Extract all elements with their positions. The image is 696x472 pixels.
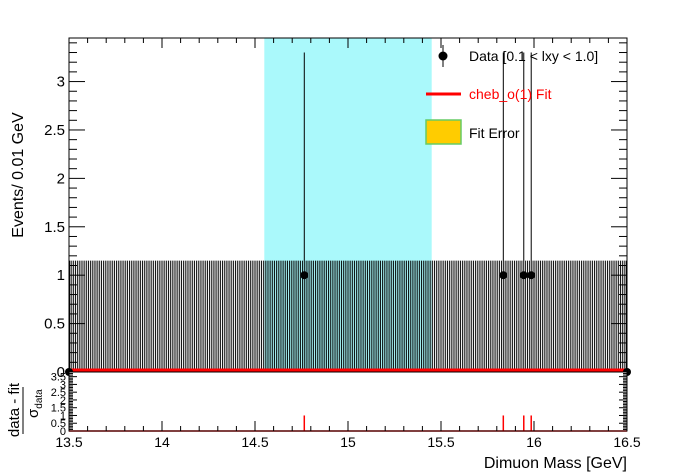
pull-y-axis-label: data - fit σdata: [6, 382, 45, 437]
main-y-axis-label: Events/ 0.01 GeV: [10, 112, 27, 238]
pull-y-tick-label: 2.5: [51, 387, 66, 399]
pull-ylabel-sigma: σ: [25, 408, 42, 418]
main-y-ticks: 0 0.5 1 1.5 2 2.5 3: [44, 42, 627, 381]
main-y-tick-label: 3: [57, 74, 65, 91]
pull-x-tick-label: 14: [154, 434, 170, 450]
pull-x-ticks: 13.5 14 14.5 15 15.5 16 16.5: [55, 421, 641, 450]
pull-x-tick-label: 13.5: [55, 434, 82, 450]
pull-y-ticks: 00.511.522.533.5: [51, 372, 627, 438]
data-series: [300, 52, 536, 372]
data-point: [527, 271, 536, 280]
data-point: [499, 271, 508, 280]
legend-data-label: Data [0.1 < lxy < 1.0]: [469, 48, 598, 64]
main-y-tick-label: 0.5: [44, 316, 65, 333]
pull-y-tick-label: 3.5: [51, 372, 66, 384]
pull-y-tick-label: 3: [60, 379, 66, 391]
pull-y-tick-label: 2: [60, 395, 66, 407]
pull-ylabel-top: data - fit: [6, 382, 23, 437]
data-point: [519, 271, 528, 280]
pull-y-tick-label: 1.5: [51, 403, 66, 415]
legend-entry-fit-error: Fit Error: [425, 119, 520, 145]
pull-x-tick-label: 16: [526, 434, 542, 450]
pull-x-tick-label: 14.5: [241, 434, 268, 450]
excluded-region: [264, 38, 432, 372]
legend-entry-data: Data [0.1 < lxy < 1.0]: [438, 45, 598, 67]
pull-x-tick-label: 15.5: [427, 434, 454, 450]
legend-entry-fit: cheb_o(1) Fit: [426, 86, 552, 102]
main-y-tick-label: 2: [57, 170, 65, 187]
legend-fit-error-label: Fit Error: [469, 125, 520, 141]
pull-y-tick-label: 0.5: [51, 418, 66, 430]
pull-x-tick-label: 16.5: [613, 434, 640, 450]
zero-bin-error-bar-group: [69, 260, 627, 372]
data-point: [300, 271, 309, 280]
x-axis-label: Dimuon Mass [GeV]: [484, 455, 627, 472]
legend-fit-error-swatch: [425, 119, 462, 145]
pull-ylabel-bottom: σdata: [25, 389, 45, 418]
main-y-tick-label: 2.5: [44, 122, 65, 139]
pull-y-tick-label: 0: [60, 426, 66, 438]
pull-y-tick-label: 1: [60, 410, 66, 422]
main-y-tick-label: 1.5: [44, 219, 65, 236]
excluded-region-band: [264, 38, 432, 372]
pull-ylabel-subscript: data: [34, 389, 45, 409]
legend-fit-label: cheb_o(1) Fit: [469, 86, 552, 102]
pull-x-tick-label: 15: [340, 434, 356, 450]
legend-data-marker: [438, 51, 448, 61]
legend: Data [0.1 < lxy < 1.0] cheb_o(1) Fit Fit E…: [425, 45, 598, 145]
main-y-tick-label: 1: [57, 267, 65, 284]
main-y-tick-label: 0: [57, 364, 65, 381]
